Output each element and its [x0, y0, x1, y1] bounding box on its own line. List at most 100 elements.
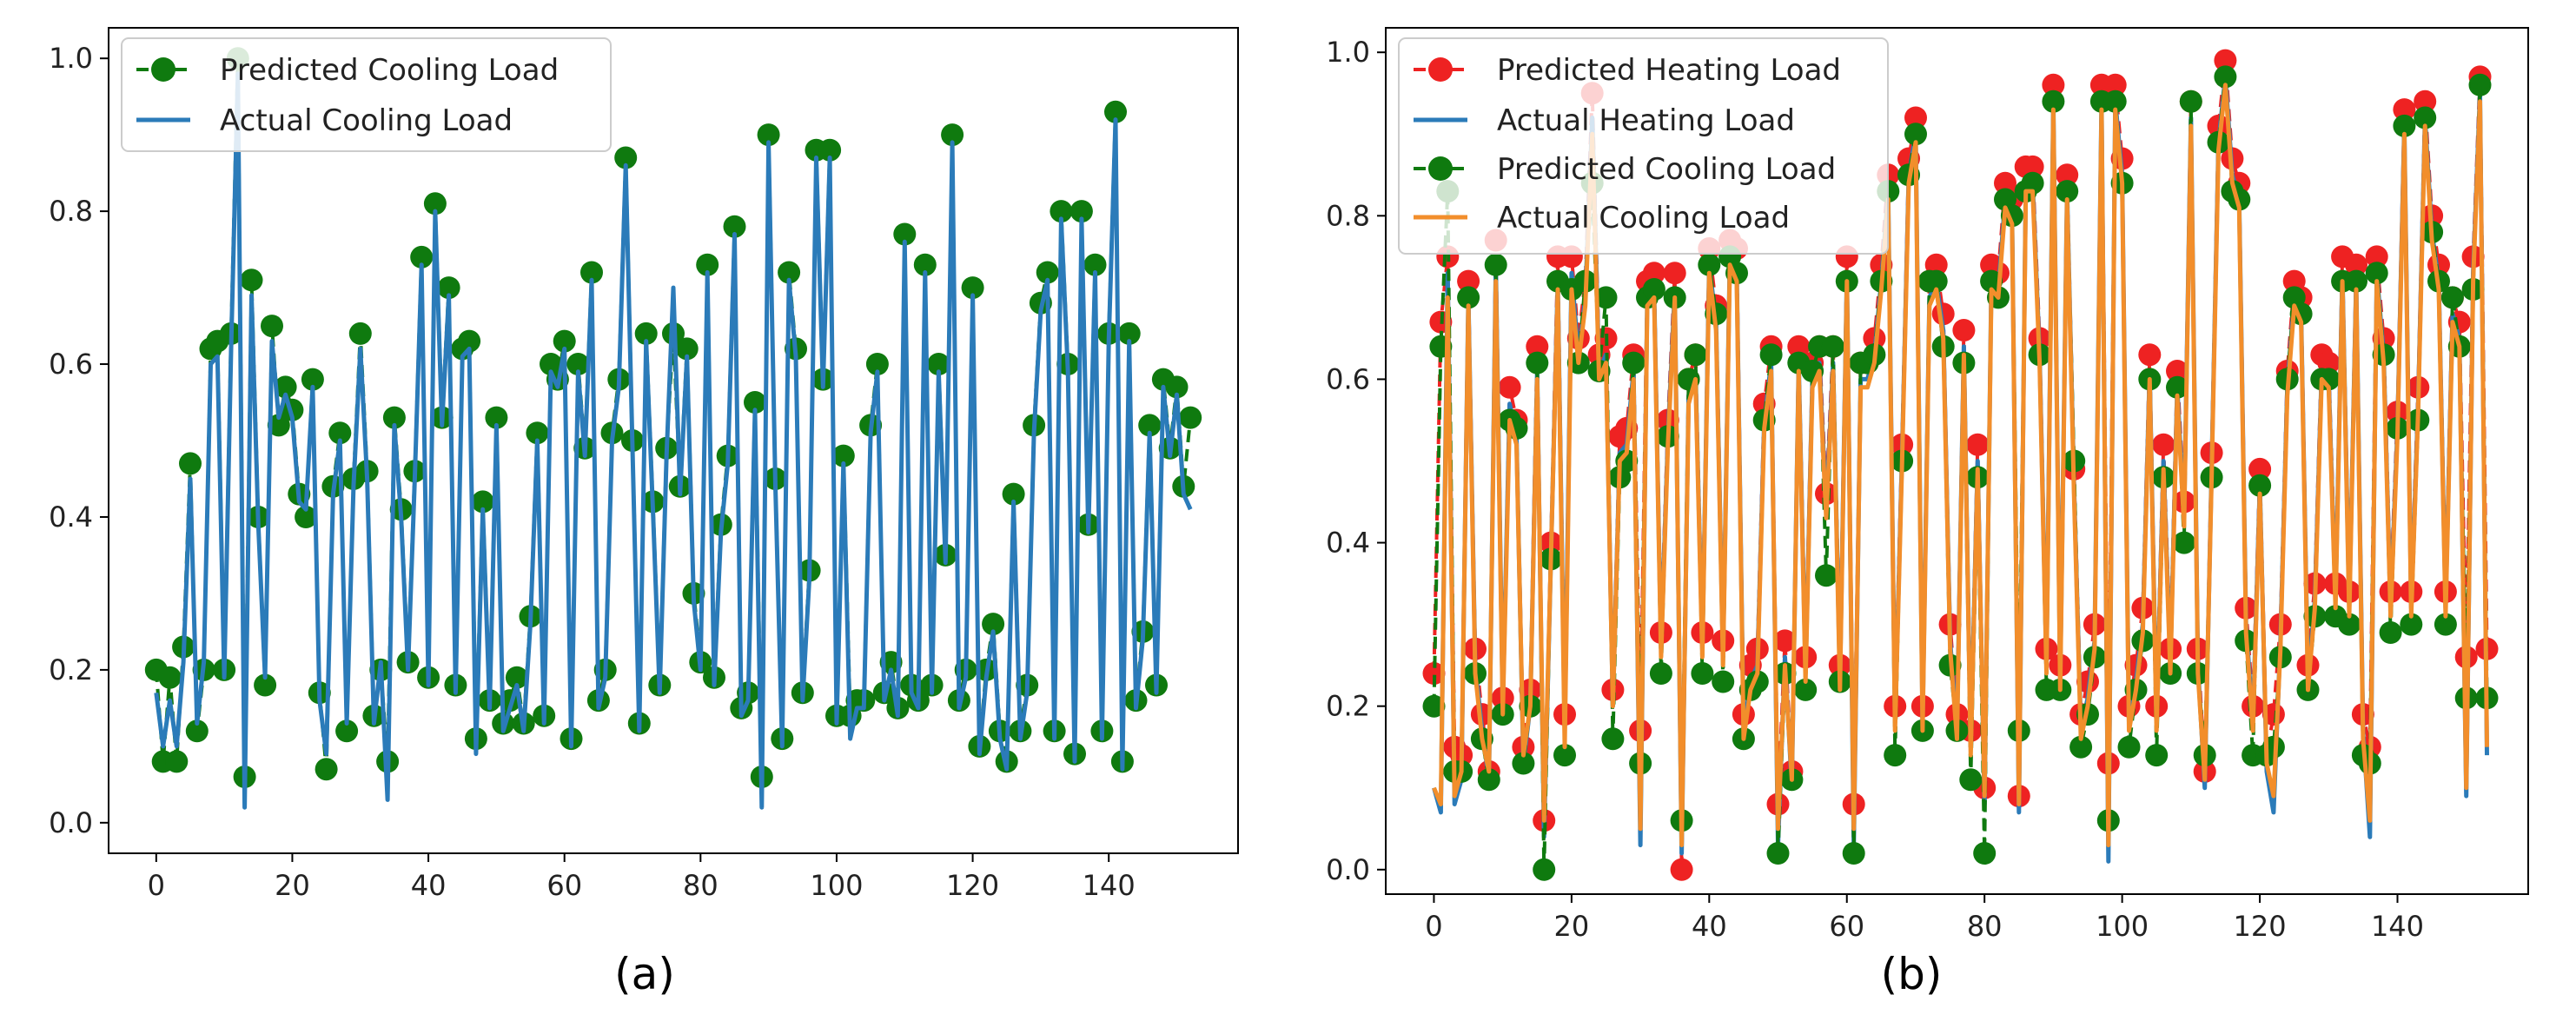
point-predicted-cooling-load-a [982, 613, 1005, 636]
point-predicted-heating-load-b [1952, 319, 1976, 341]
point-predicted-cooling-load-b [2103, 90, 2127, 113]
panel-a: 0 20 40 60 80 100 120 140 0.0 0.2 0.4 0.6 0.8 1.0 Pre… [49, 27, 1239, 999]
point-predicted-cooling-load-b [1601, 727, 1625, 751]
point-predicted-cooling-load-a [261, 315, 283, 338]
point-predicted-heating-load-b [1526, 335, 1549, 358]
point-predicted-cooling-load-b [1815, 564, 1838, 587]
point-predicted-cooling-load-b [2166, 375, 2189, 399]
point-predicted-cooling-load-a [179, 452, 202, 475]
point-predicted-cooling-load-a [295, 506, 318, 528]
point-predicted-cooling-load-a [696, 253, 719, 276]
series-actual-cooling-load-a [154, 71, 1193, 810]
series-group-a [144, 47, 1202, 810]
x-tick-label-b: 40 [1692, 910, 1727, 943]
y-tick-label-b: 0.4 [1326, 527, 1370, 560]
point-predicted-cooling-load-a [1117, 322, 1141, 345]
legend-marker-predicted-heating-b [1428, 57, 1453, 82]
point-predicted-cooling-load-a [437, 276, 460, 300]
legend-box-b [1398, 37, 1889, 255]
y-tick-label-a: 0.6 [49, 348, 93, 381]
legend-box-a [121, 37, 612, 152]
point-predicted-heating-load-b [2345, 253, 2367, 276]
point-predicted-heating-load-b [1966, 433, 1990, 456]
point-predicted-heating-load-b [2214, 49, 2237, 72]
point-predicted-cooling-load-b [1842, 842, 1865, 865]
legend-b: Predicted Heating Load Actual Heating Lo… [1398, 37, 1889, 255]
x-tick-label-b: 20 [1554, 910, 1590, 943]
point-predicted-cooling-load-a [158, 666, 182, 689]
point-predicted-cooling-load-a [675, 337, 699, 361]
legend-label-actual-cooling-b: Actual Cooling Load [1497, 201, 1790, 235]
point-predicted-cooling-load-b [2345, 269, 2367, 293]
x-tick-label-b: 0 [1425, 910, 1442, 943]
point-predicted-cooling-load-a [778, 261, 801, 284]
point-predicted-cooling-load-b [1904, 123, 1927, 146]
x-tick-label-a: 120 [946, 869, 999, 902]
legend-a: Predicted Cooling Load Actual Cooling Lo… [121, 37, 612, 152]
point-predicted-cooling-load-a [458, 329, 481, 353]
point-predicted-heating-load-b [1773, 629, 1797, 653]
point-predicted-cooling-load-b [1533, 858, 1556, 881]
x-tick-label-a: 100 [810, 869, 863, 902]
point-predicted-heating-load-b [2056, 163, 2079, 187]
point-predicted-cooling-load-b [2414, 106, 2437, 129]
y-tick-label-a: 1.0 [49, 42, 93, 75]
point-predicted-cooling-load-a [1069, 200, 1093, 223]
point-predicted-cooling-load-a [274, 375, 297, 399]
x-tick-label-a: 140 [1083, 869, 1136, 902]
point-predicted-cooling-load-b [1794, 678, 1818, 701]
point-predicted-cooling-load-b [1642, 278, 1665, 301]
x-tick-label-a: 0 [148, 869, 165, 902]
point-predicted-cooling-load-b [2214, 65, 2237, 89]
y-tick-label-b: 0.6 [1326, 362, 1370, 395]
point-predicted-heating-load-b [1498, 375, 1521, 399]
point-predicted-heating-load-b [2248, 457, 2272, 481]
point-predicted-cooling-load-a [893, 222, 917, 246]
series-line-actual-cooling-load-a [154, 71, 1193, 810]
panel-b: 0 20 40 60 80 100 120 140 0.0 0.2 0.4 0.6 0.8 1.0 Pre… [1326, 27, 2529, 999]
legend-label-predicted-cooling-b: Predicted Cooling Load [1497, 152, 1836, 187]
point-predicted-cooling-load-a [505, 666, 528, 689]
point-predicted-heating-load-b [1642, 262, 1665, 285]
point-predicted-cooling-load-b [1766, 842, 1790, 865]
point-predicted-cooling-load-b [2056, 180, 2079, 203]
legend-marker-predicted-cooling-b [1428, 156, 1453, 181]
point-predicted-cooling-load-b [2179, 90, 2202, 113]
point-predicted-heating-load-b [2021, 155, 2044, 178]
point-predicted-cooling-load-a [723, 215, 746, 238]
point-predicted-cooling-load-b [1924, 269, 1948, 293]
point-predicted-cooling-load-a [580, 261, 603, 284]
point-predicted-cooling-load-b [1684, 343, 1707, 367]
point-predicted-heating-load-b [2152, 433, 2175, 456]
x-tick-label-a: 80 [683, 869, 718, 902]
y-tick-label-a: 0.8 [49, 195, 93, 228]
point-predicted-heating-load-b [2166, 360, 2189, 382]
point-predicted-cooling-load-b [1422, 694, 1446, 718]
point-predicted-cooling-load-b [1526, 351, 1549, 375]
point-predicted-cooling-load-a [240, 269, 263, 292]
point-predicted-cooling-load-b [1512, 752, 1535, 775]
x-tick-label-a: 40 [411, 869, 447, 902]
point-predicted-cooling-load-a [423, 192, 447, 215]
point-predicted-cooling-load-b [1484, 253, 1507, 276]
point-predicted-cooling-load-b [1712, 670, 1735, 693]
point-predicted-cooling-load-b [1594, 286, 1618, 309]
point-predicted-heating-load-b [2103, 73, 2127, 96]
point-predicted-cooling-load-b [2042, 90, 2065, 113]
point-predicted-cooling-load-b [2172, 531, 2195, 554]
point-predicted-heating-load-b [1422, 662, 1446, 685]
point-predicted-cooling-load-a [1104, 100, 1127, 123]
point-predicted-cooling-load-b [1821, 335, 1844, 358]
series-line-actual-cooling-load-b [1432, 83, 2489, 848]
legend-marker-predicted-cooling-a [151, 57, 175, 82]
point-predicted-cooling-load-b [1698, 253, 1721, 276]
point-predicted-cooling-load-b [2069, 735, 2093, 759]
x-tick-label-b: 80 [1967, 910, 2003, 943]
point-predicted-cooling-load-a [485, 406, 508, 429]
x-tick-label-b: 100 [2096, 910, 2149, 943]
y-tick-label-a: 0.4 [49, 501, 93, 534]
x-tick-label-b: 60 [1829, 910, 1864, 943]
point-predicted-cooling-load-a [1138, 414, 1162, 437]
point-predicted-cooling-load-a [471, 490, 494, 514]
